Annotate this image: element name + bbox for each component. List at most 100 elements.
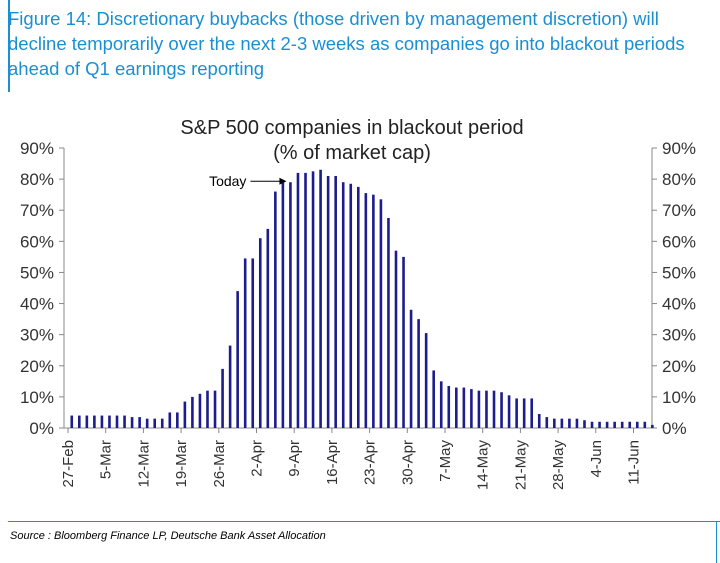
bar (439, 381, 443, 428)
y-tick-label-right: 50% (662, 263, 696, 282)
bar (78, 415, 81, 428)
bar (409, 309, 413, 428)
bar (432, 370, 435, 428)
bar (507, 395, 511, 428)
bar (598, 421, 601, 428)
bar (462, 387, 466, 428)
bar (251, 258, 255, 428)
bar (123, 415, 126, 428)
bar (281, 182, 285, 428)
y-tick-label-left: 50% (20, 263, 54, 282)
y-tick-label-left: 20% (20, 357, 54, 376)
bar (168, 412, 172, 428)
bar (198, 393, 202, 428)
today-arrow-head (279, 177, 287, 185)
y-tick-label-right: 60% (662, 232, 696, 251)
bar (590, 421, 594, 428)
bar (575, 418, 579, 428)
y-tick-label-right: 70% (662, 201, 696, 220)
bar (145, 418, 149, 428)
x-tick-label: 9-Apr (286, 440, 303, 477)
chart-subtitle: (% of market cap) (273, 142, 431, 164)
chart-title: S&P 500 companies in blackout period (180, 117, 523, 139)
bar (537, 414, 541, 428)
right-rule (716, 521, 717, 563)
x-tick-label: 16-Apr (324, 440, 341, 485)
bar (206, 390, 209, 428)
bar (93, 415, 96, 428)
bar (635, 421, 639, 428)
figure-title: Figure 14: Discretionary buybacks (those… (8, 8, 685, 79)
bar (243, 258, 247, 428)
bar (485, 390, 488, 428)
source-note: Source : Bloomberg Finance LP, Deutsche … (10, 530, 326, 542)
bar (266, 228, 270, 428)
bar (568, 418, 571, 428)
bar (236, 291, 239, 428)
bar (394, 250, 398, 428)
x-tick-label: 11-Jun (626, 440, 643, 485)
x-tick-label: 4-Jun (588, 440, 605, 478)
x-tick-label: 30-Apr (399, 440, 416, 485)
bar (500, 392, 503, 428)
bar (326, 176, 330, 428)
bar (417, 319, 420, 428)
y-tick-label-left: 80% (20, 170, 54, 189)
bar (296, 172, 300, 428)
x-tick-label: 7-May (437, 440, 454, 482)
bar (643, 421, 647, 428)
y-tick-label-left: 90% (20, 139, 54, 158)
bar (364, 193, 368, 428)
bar (213, 390, 217, 428)
bar (620, 421, 624, 428)
bar (553, 418, 556, 428)
x-tick-label: 27-Feb (60, 440, 77, 488)
bar (289, 182, 292, 428)
bar (651, 424, 654, 428)
bar (319, 169, 322, 428)
x-tick-label: 28-May (550, 440, 567, 491)
y-tick-label-right: 40% (662, 295, 696, 314)
y-tick-label-right: 20% (662, 357, 696, 376)
x-tick-label: 14-May (475, 440, 492, 491)
bar (424, 333, 428, 428)
bar (522, 398, 526, 428)
bar (379, 199, 383, 428)
bar (274, 191, 277, 428)
bar (356, 186, 360, 428)
bar (221, 368, 224, 428)
bar (372, 194, 375, 428)
x-tick-label: 23-Apr (362, 440, 379, 485)
bar (530, 398, 534, 428)
x-tick-label: 26-Mar (211, 440, 228, 488)
bar (258, 238, 262, 428)
bar (228, 345, 232, 428)
y-tick-label-left: 70% (20, 201, 54, 220)
bar (108, 415, 111, 428)
x-tick-label: 12-Mar (135, 440, 152, 488)
y-tick-label-right: 0% (662, 419, 687, 438)
y-tick-label-right: 10% (662, 388, 696, 407)
bar (311, 171, 315, 429)
bar (492, 390, 496, 428)
y-tick-label-left: 10% (20, 388, 54, 407)
x-tick-label: 2-Apr (249, 440, 266, 477)
bar (477, 390, 481, 428)
bar (100, 415, 104, 428)
bar (115, 415, 119, 428)
bar (583, 420, 586, 428)
bar (183, 401, 187, 428)
bottom-rule (8, 521, 720, 522)
bar (447, 386, 451, 428)
bar (70, 415, 74, 428)
x-tick-label: 21-May (512, 440, 529, 491)
x-tick-label: 19-Mar (173, 440, 190, 488)
bar (455, 387, 458, 428)
today-label: Today (209, 173, 246, 189)
y-tick-label-right: 80% (662, 170, 696, 189)
y-tick-label-left: 40% (20, 295, 54, 314)
bar (130, 417, 134, 428)
bar (153, 418, 157, 428)
bar (341, 182, 345, 428)
bar (334, 176, 337, 428)
